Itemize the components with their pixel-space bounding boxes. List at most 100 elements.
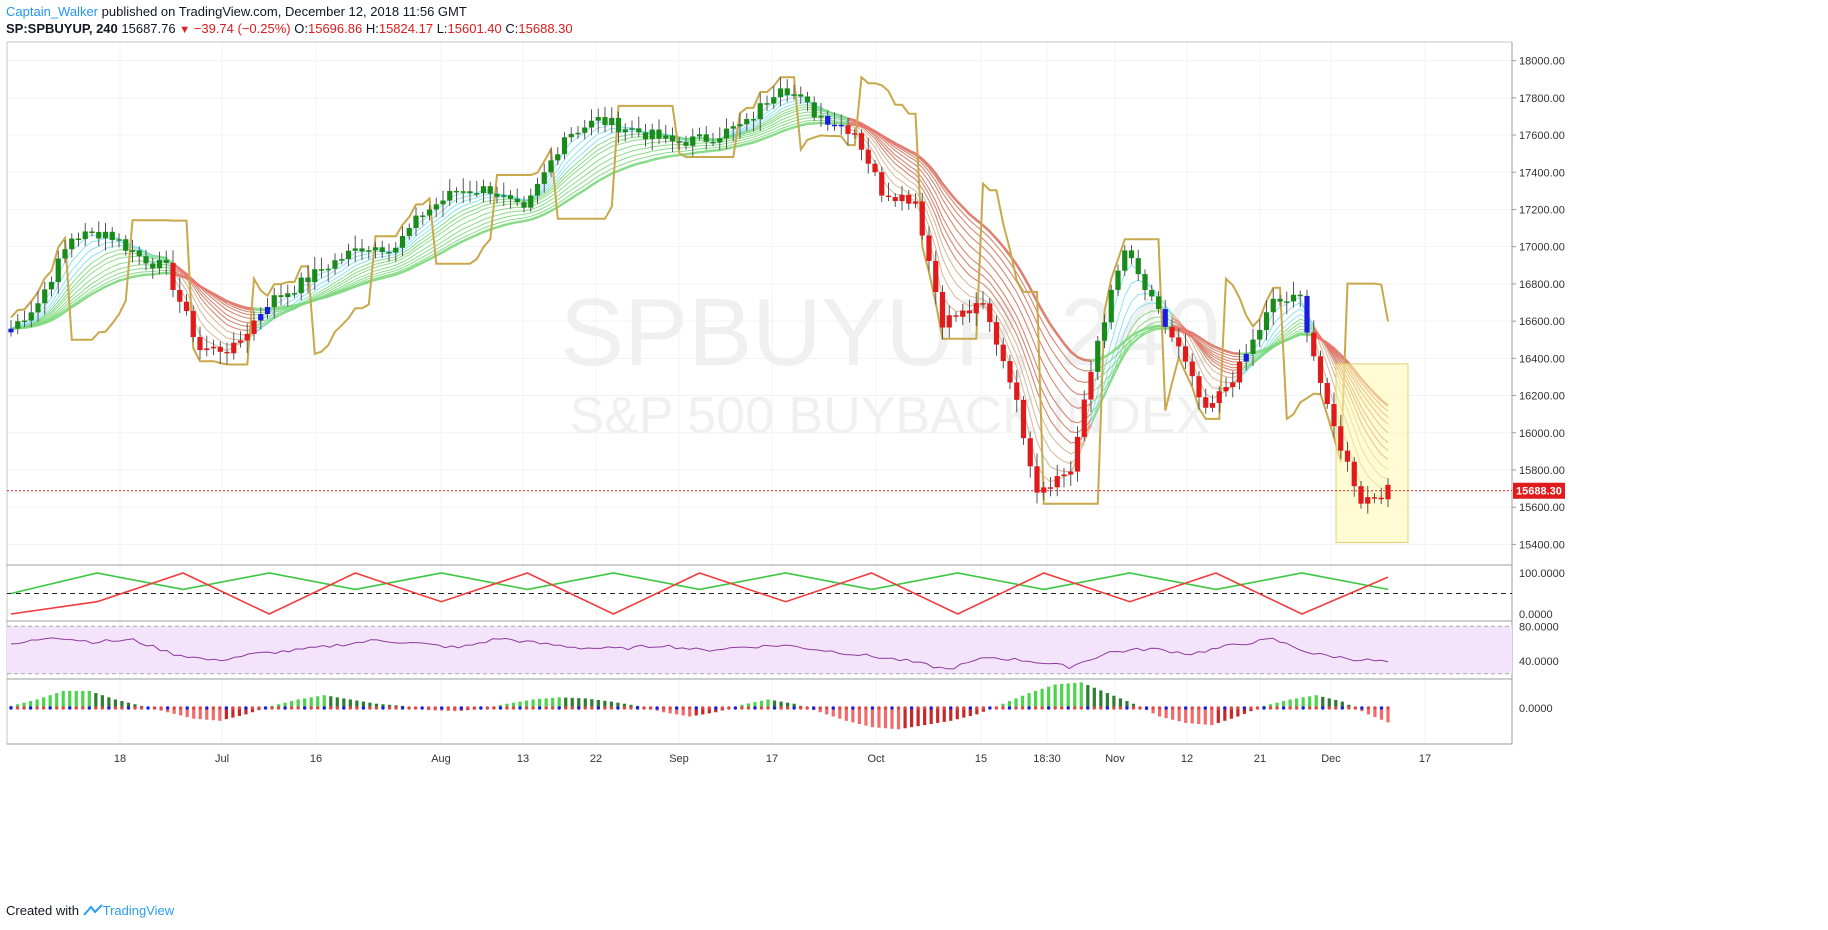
zero-line-dot (792, 706, 796, 710)
candle-body (1257, 329, 1263, 340)
histogram-bar (1386, 708, 1390, 723)
zero-line-dot (1366, 706, 1371, 710)
candle-body (906, 194, 912, 204)
histogram-bar (1295, 698, 1299, 708)
zero-line-dot (740, 706, 744, 710)
zero-line-dot (1138, 706, 1142, 710)
candle-body (1000, 344, 1006, 362)
histogram-bar (746, 703, 751, 708)
candle-body (406, 228, 412, 236)
histogram-bar (172, 708, 176, 714)
histogram-bar (1268, 704, 1273, 708)
osc-series-line (10, 572, 1389, 615)
ema-ribbon-bear-line (172, 117, 1389, 444)
zero-line-dot (1020, 706, 1025, 710)
zero-line-dot (446, 706, 450, 710)
histogram-bar (505, 703, 509, 708)
zero-line-dot (994, 706, 999, 710)
zero-line-dot (1203, 706, 1207, 710)
candle-body (784, 88, 790, 96)
zero-line-dot (720, 706, 725, 710)
histogram-bar (929, 708, 933, 724)
zero-line-dot (440, 706, 444, 710)
zero-line-dot (22, 706, 26, 710)
histogram-bar (981, 708, 985, 712)
candle-body (136, 250, 142, 257)
zero-line-dot (707, 706, 711, 710)
candle-body (669, 135, 676, 142)
author-link[interactable]: Captain_Walker (6, 4, 99, 19)
histogram-bar (1308, 696, 1312, 708)
histogram-bar (198, 708, 202, 720)
candle-body (1371, 497, 1378, 499)
chart-canvas[interactable]: SPBUYUP, 240 S&P 500 BUYBACK INDEX 18 Jul… (0, 0, 1828, 870)
candle-body (332, 260, 338, 269)
histogram-bar (1112, 695, 1116, 708)
histogram-bar (551, 697, 555, 708)
zero-line-dot (244, 706, 248, 710)
histogram-bar (1366, 708, 1371, 715)
candle-body (386, 252, 392, 254)
candle-body (62, 249, 68, 259)
candle-body (278, 295, 284, 297)
zero-line-dot (472, 706, 477, 710)
ema-ribbon-bear-line (172, 117, 1389, 434)
last-price-label: 15688.30 (1516, 486, 1562, 498)
candle-body (960, 310, 966, 317)
last-price-tag (1513, 482, 1565, 499)
candle-body (723, 128, 730, 139)
candle-body (676, 141, 682, 143)
high-value: 15824.17 (378, 21, 434, 36)
osc-y-tick-label: 100.0000 (1519, 568, 1565, 580)
price-change: −39.74 (−0.25%) (193, 21, 291, 36)
histogram-bar (316, 696, 320, 708)
zero-line-dot (583, 706, 587, 710)
histogram-bar (1164, 708, 1168, 719)
y-tick-label: 17400.00 (1519, 167, 1565, 179)
tradingview-brand[interactable]: TradingView (102, 903, 175, 918)
published-text: published on TradingView.com, December 1… (101, 4, 467, 19)
histogram-bar (342, 698, 346, 708)
zero-line-dot (348, 706, 353, 710)
zero-line-dot (113, 706, 118, 710)
histogram-bar (1288, 699, 1292, 708)
zero-line-dot (361, 706, 366, 710)
histogram-bar (1223, 708, 1227, 721)
zero-line-dot (309, 706, 313, 710)
histogram-bar (303, 698, 307, 708)
zero-line-dot (381, 706, 385, 710)
histogram-bar (348, 699, 352, 708)
histogram-bar (1210, 708, 1214, 726)
histogram-bar (838, 708, 842, 719)
histogram-bar (1334, 700, 1338, 708)
candle-body (453, 190, 460, 193)
zero-line-dot (981, 706, 986, 710)
zero-line-dot (68, 706, 72, 710)
candle-body (1230, 382, 1236, 388)
candle-body (966, 310, 973, 314)
candle-body (1203, 397, 1209, 408)
histogram-bar (955, 708, 959, 720)
zero-line-dot (1275, 706, 1279, 710)
osc-y-tick-label: 0.0000 (1519, 609, 1553, 621)
histogram-bar (1151, 708, 1155, 714)
y-tick-label: 16600.00 (1519, 316, 1565, 328)
zero-line-dot (505, 706, 509, 710)
zero-line-dot (544, 706, 548, 710)
candle-body (1101, 322, 1108, 341)
histogram-bar (1184, 708, 1188, 723)
zero-line-dot (146, 706, 150, 710)
zero-line-dot (890, 706, 894, 710)
zero-line-dot (94, 706, 98, 710)
zero-line-dot (289, 706, 294, 710)
zero-line-dot (1360, 706, 1364, 710)
zero-line-dot (335, 706, 340, 710)
candle-body (163, 260, 169, 263)
zero-line-dot (1340, 706, 1345, 710)
candle-body (1270, 298, 1276, 313)
x-tick-label: 16 (310, 753, 322, 765)
zero-line-dot (753, 706, 757, 710)
ema-ribbon-bear-line (172, 118, 1389, 425)
low-label: L: (436, 21, 448, 36)
candle-body (973, 303, 979, 314)
